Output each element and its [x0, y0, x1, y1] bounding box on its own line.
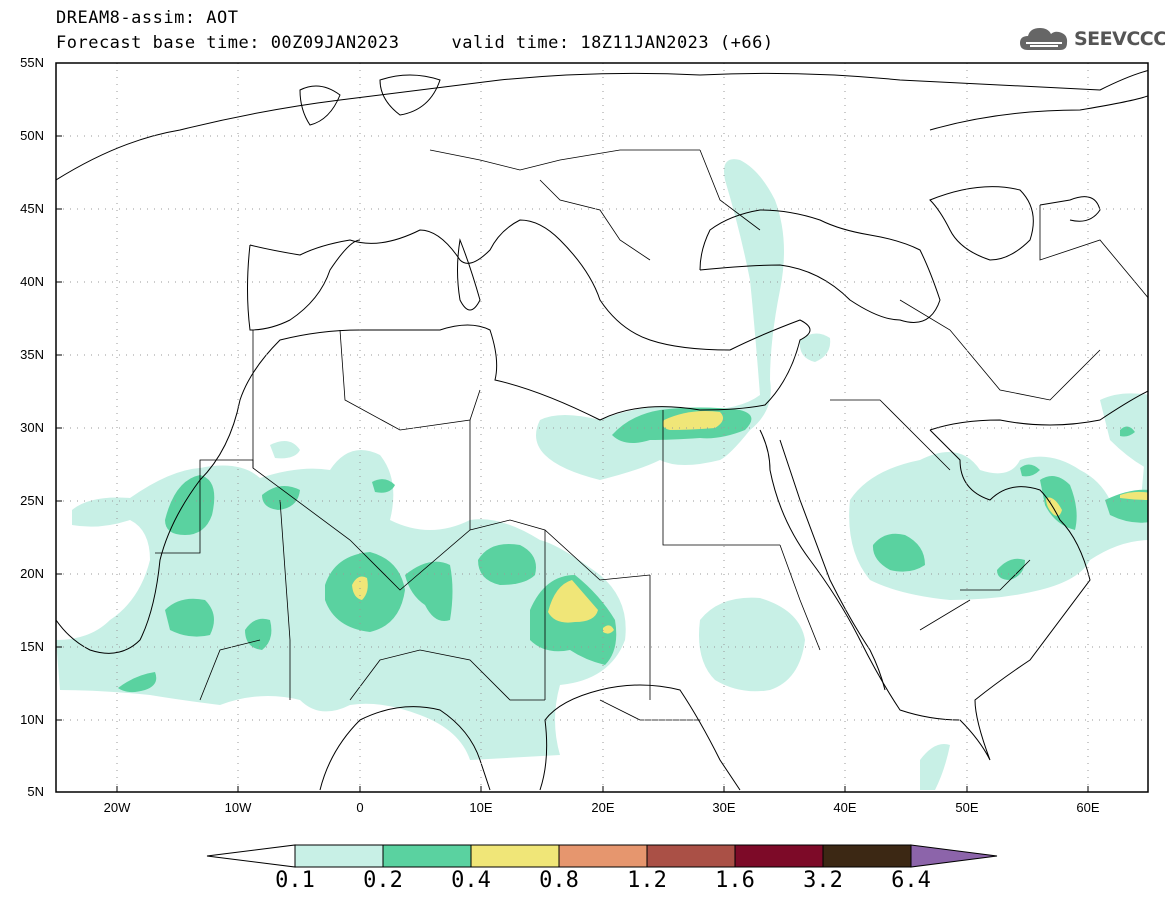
- colorbar-over-arrow: [910, 844, 998, 868]
- lon-label-0: 0: [356, 800, 364, 815]
- lat-label-5n: 5N: [27, 784, 44, 799]
- colorbar-label: 6.4: [891, 868, 931, 893]
- lon-label-60e: 60E: [1076, 800, 1100, 815]
- colorbar-label: 0.4: [451, 868, 491, 893]
- lat-label-15n: 15N: [20, 639, 44, 654]
- lat-label-50n: 50N: [20, 128, 44, 143]
- lat-label-45n: 45N: [20, 201, 44, 216]
- lon-label-20e: 20E: [591, 800, 615, 815]
- seevccc-logo: SEEVCCC: [1018, 24, 1165, 54]
- aot-low-field: [56, 159, 1148, 790]
- lat-label-30n: 30N: [20, 420, 44, 435]
- map-title: DREAM8-assim: AOT: [56, 8, 239, 28]
- colorbar-label: 0.8: [539, 868, 579, 893]
- logo-text: SEEVCCC: [1074, 28, 1165, 50]
- colorbar-label: 3.2: [803, 868, 843, 893]
- lon-label-40e: 40E: [833, 800, 857, 815]
- valid-time: valid time: 18Z11JAN2023 (+66): [451, 33, 774, 53]
- coastlines: [56, 70, 1148, 791]
- lon-label-20w: 20W: [103, 800, 131, 815]
- country-borders: [155, 149, 1148, 721]
- colorbar-under-arrow: [206, 844, 296, 868]
- lon-label-30e: 30E: [712, 800, 736, 815]
- colorbar-label: 0.2: [363, 868, 403, 893]
- lat-label-25n: 25N: [20, 493, 44, 508]
- colorbar-bin-6: [734, 844, 824, 868]
- colorbar-label: 1.6: [715, 868, 755, 893]
- colorbar-label: 1.2: [627, 868, 667, 893]
- lat-label-10n: 10N: [20, 712, 44, 727]
- time-info: Forecast base time: 00Z09JAN2023 valid ti…: [56, 33, 774, 53]
- colorbar-bin-7: [822, 844, 912, 868]
- colorbar-bin-3: [470, 844, 560, 868]
- graticule: [56, 63, 1148, 792]
- cloud-icon: [1020, 28, 1068, 50]
- colorbar-bin-5: [646, 844, 736, 868]
- lat-label-35n: 35N: [20, 347, 44, 362]
- lat-label-55n: 55N: [20, 55, 44, 70]
- colorbar-bin-4: [558, 844, 648, 868]
- lon-label-50e: 50E: [955, 800, 979, 815]
- lat-label-40n: 40N: [20, 274, 44, 289]
- colorbar-label: 0.1: [275, 868, 315, 893]
- colorbar: [206, 844, 998, 868]
- lon-label-10w: 10W: [224, 800, 252, 815]
- lon-label-10e: 10E: [469, 800, 493, 815]
- colorbar-bin-1: [294, 844, 384, 868]
- base-time: Forecast base time: 00Z09JAN2023: [56, 33, 400, 53]
- colorbar-bin-2: [382, 844, 472, 868]
- axis-ticks: [56, 135, 1089, 792]
- lat-label-20n: 20N: [20, 566, 44, 581]
- aot-high-field: [352, 411, 1148, 634]
